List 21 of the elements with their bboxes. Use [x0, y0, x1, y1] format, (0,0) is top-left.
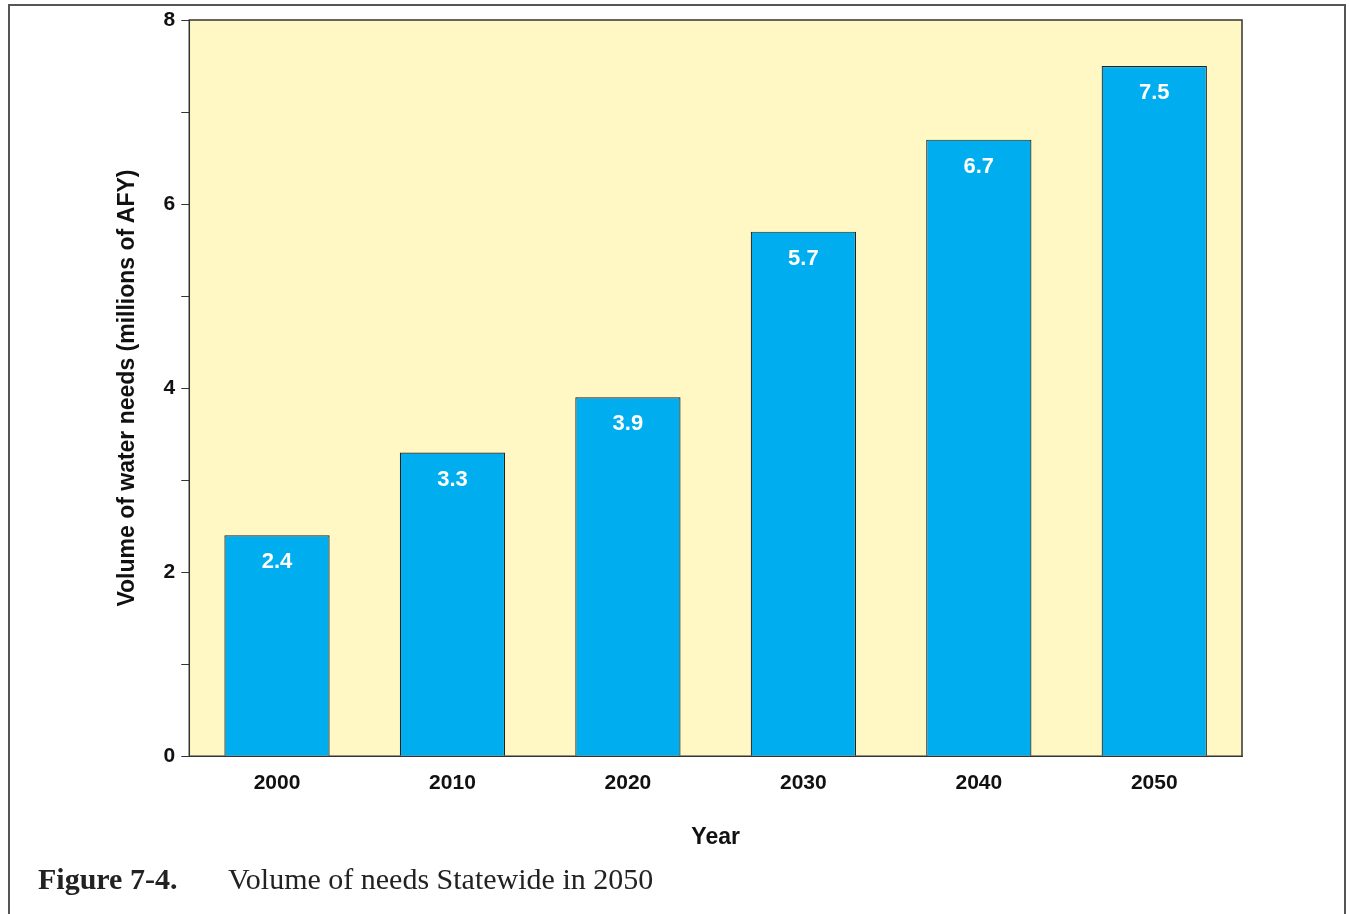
x-axis-title: Year: [691, 822, 740, 849]
x-tick-label: 2040: [955, 769, 1003, 793]
x-tick-label: 2010: [429, 769, 476, 793]
x-tick-label: 2050: [1130, 769, 1178, 793]
text: Volume of needs Statewide in 2050: [228, 862, 654, 895]
x-tick-label: 2030: [780, 769, 827, 793]
x-tick-label: 2000: [253, 769, 301, 793]
data-label: 2.4: [261, 548, 294, 574]
y-tick-label: 6: [163, 190, 176, 214]
caption: Figure 7-4.: [38, 862, 179, 896]
data-label: 5.7: [788, 244, 819, 270]
data-label: 3.9: [612, 410, 644, 436]
y-tick-label: 4: [163, 374, 176, 398]
data-label: 3.3: [437, 465, 468, 491]
data-label: 6.7: [963, 152, 995, 178]
y-axis-title: Volume of water needs (millions of AFY): [113, 169, 140, 607]
y-tick-label: 0: [163, 743, 176, 766]
y-tick-label: 8: [163, 6, 176, 30]
data-label: 7.5: [1138, 79, 1170, 105]
y-tick-label: 2: [163, 558, 176, 582]
x-tick-label: 2020: [604, 769, 652, 793]
